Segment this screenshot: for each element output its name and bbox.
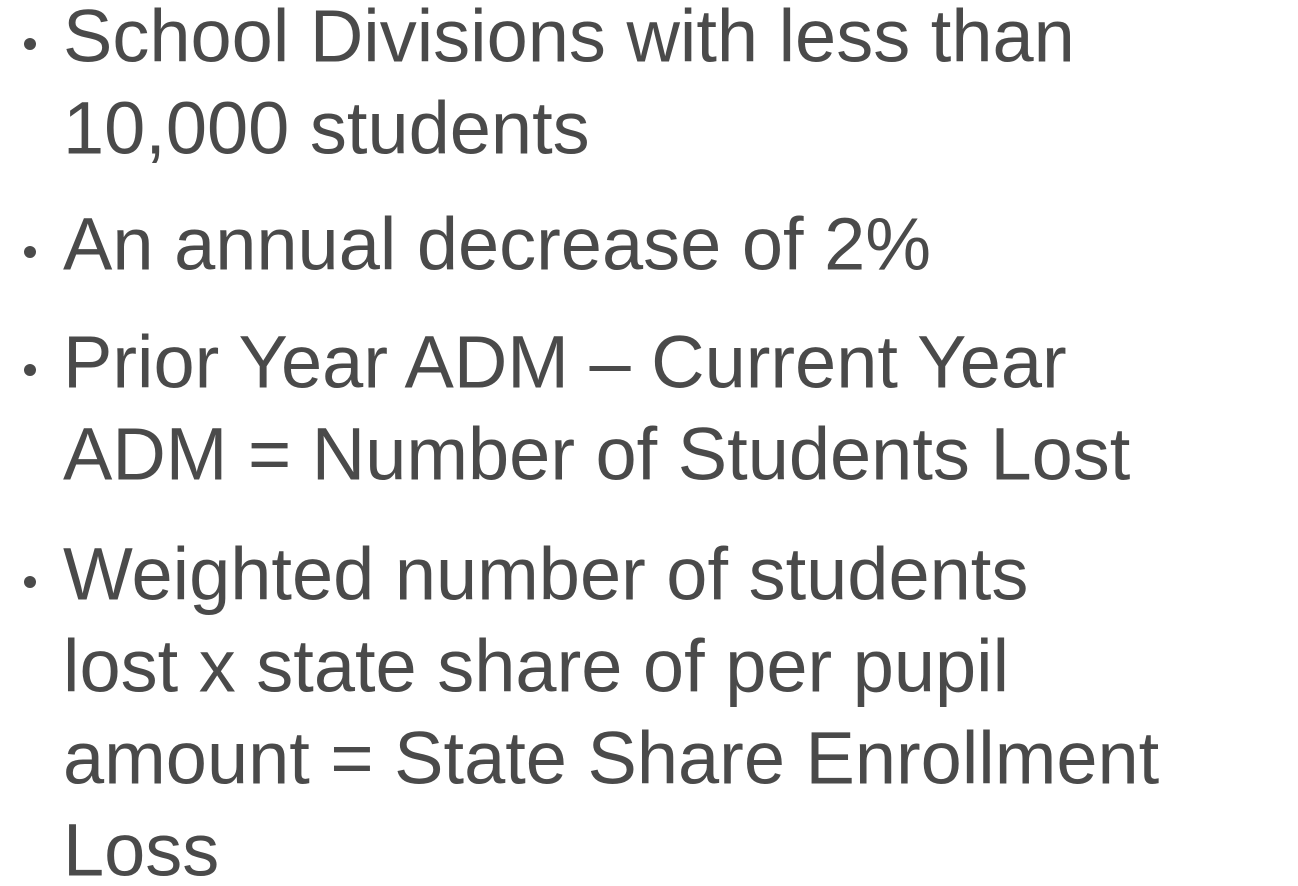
bullet-text: Loss bbox=[63, 809, 219, 886]
bullet-text: An annual decrease of 2% bbox=[63, 203, 931, 286]
bullet-text: lost x state share of per pupil bbox=[63, 625, 1009, 708]
bullet-text: amount = State Share Enrollment bbox=[63, 717, 1160, 800]
bullet-text: 10,000 students bbox=[63, 87, 590, 170]
bullet-dot bbox=[24, 576, 36, 588]
bullet-text: Prior Year ADM – Current Year bbox=[63, 321, 1067, 404]
bullet-dot bbox=[24, 246, 36, 258]
bullet-text: ADM = Number of Students Lost bbox=[63, 413, 1131, 496]
bullet-text: Weighted number of students bbox=[63, 533, 1028, 616]
bullet-dot bbox=[24, 38, 36, 50]
bullet-dot bbox=[24, 364, 36, 376]
bullet-text: School Divisions with less than bbox=[63, 0, 1075, 78]
